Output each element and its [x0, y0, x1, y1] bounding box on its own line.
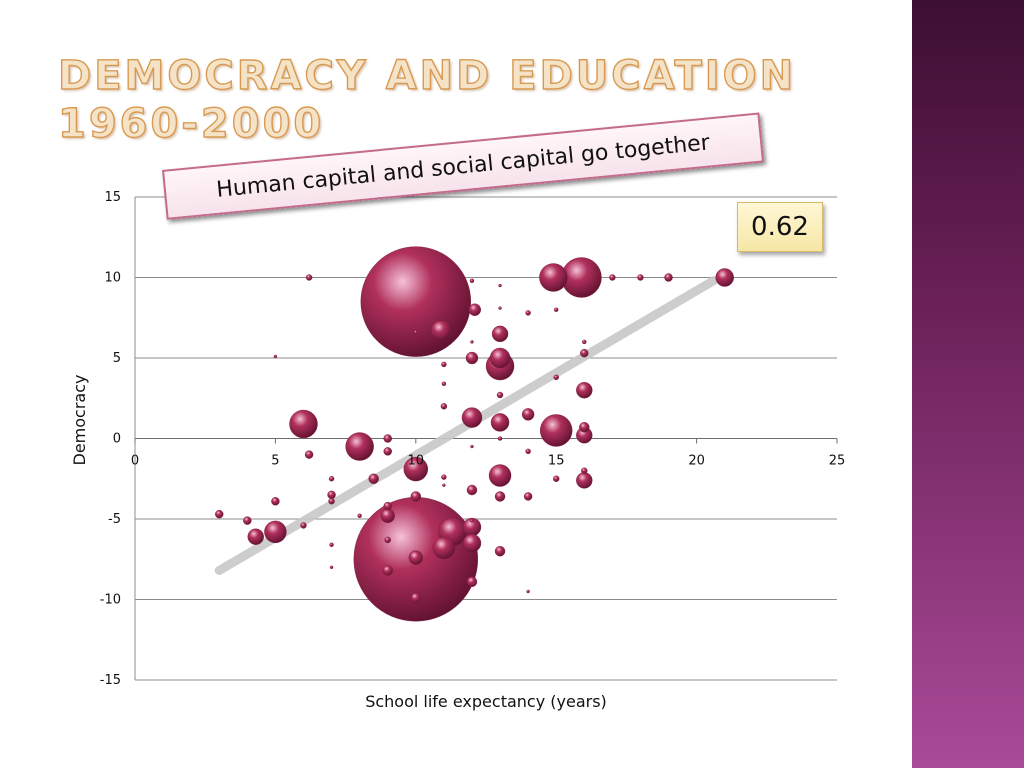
- data-point-64: [470, 518, 474, 523]
- data-point-75: [384, 536, 391, 544]
- data-point-13: [525, 310, 531, 316]
- scatter-chart: 15 10 5 0 -5 -10 -15 0 5 10 15 20 25 School life expe…: [70, 190, 846, 711]
- data-point-78: [408, 550, 423, 565]
- data-point-27: [553, 374, 559, 381]
- data-point-20: [489, 347, 511, 369]
- data-point-49: [328, 476, 335, 482]
- y-tick-label-2: 5: [113, 351, 121, 366]
- data-point-56: [523, 492, 533, 501]
- data-point-10: [498, 283, 502, 288]
- data-point-32: [490, 413, 510, 432]
- data-point-42: [497, 436, 503, 441]
- data-point-8: [305, 274, 313, 281]
- data-point-79: [382, 565, 393, 576]
- data-point-3: [539, 263, 568, 292]
- data-point-59: [328, 498, 335, 505]
- data-point-26: [441, 381, 447, 386]
- y-tick-label-4: -5: [108, 512, 121, 527]
- data-point-53: [576, 472, 593, 489]
- data-point-67: [247, 528, 264, 545]
- data-point-58: [327, 490, 336, 500]
- data-point-46: [441, 474, 447, 480]
- data-point-52: [581, 467, 588, 474]
- data-point-72: [432, 536, 456, 560]
- x-tick-label-2: 10: [408, 454, 425, 469]
- correlation-box: 0.62: [737, 202, 823, 252]
- x-tick-label-3: 15: [548, 454, 565, 469]
- data-point-66: [243, 516, 252, 525]
- data-point-68: [264, 520, 287, 544]
- data-point-47: [442, 483, 446, 487]
- data-point-57: [410, 491, 421, 502]
- side-decoration-bar: [912, 0, 1024, 768]
- y-tick-label-0: 15: [104, 190, 121, 205]
- data-point-17: [491, 325, 509, 343]
- data-point-31: [461, 407, 483, 428]
- data-point-23: [441, 361, 447, 368]
- x-axis-title: School life expectancy (years): [365, 692, 607, 711]
- data-point-34: [540, 414, 573, 447]
- data-point-14: [554, 307, 559, 312]
- data-point-61: [383, 501, 392, 511]
- data-point-19: [582, 339, 587, 345]
- data-point-43: [525, 448, 531, 455]
- y-tick-label-1: 10: [104, 271, 121, 286]
- y-tick-label-3: 0: [113, 432, 121, 447]
- slide-title: Democracy and Education 1960-2000: [57, 52, 797, 147]
- y-tick-label-6: -15: [100, 673, 121, 688]
- x-tick-label-5: 25: [829, 454, 846, 469]
- data-point-80: [466, 576, 478, 587]
- data-point-45: [403, 456, 428, 482]
- data-point-51: [553, 475, 560, 482]
- data-point-62: [380, 508, 395, 523]
- data-point-12: [498, 306, 502, 310]
- data-point-37: [289, 409, 318, 439]
- data-point-77: [329, 565, 334, 569]
- data-point-39: [383, 434, 392, 443]
- data-point-35: [579, 422, 590, 433]
- data-point-63: [357, 513, 362, 518]
- data-point-55: [494, 491, 506, 502]
- data-point-65: [215, 509, 224, 519]
- data-point-6: [637, 274, 644, 281]
- x-tick-label-0: 0: [131, 454, 139, 469]
- data-point-25: [273, 354, 278, 359]
- data-point-73: [462, 533, 482, 553]
- data-point-60: [271, 497, 280, 506]
- data-point-29: [496, 391, 504, 399]
- data-point-18: [470, 340, 474, 344]
- data-point-44: [470, 444, 474, 449]
- data-point-76: [329, 542, 334, 547]
- data-point-24: [580, 348, 589, 358]
- data-point-54: [466, 484, 478, 496]
- data-point-41: [304, 450, 314, 459]
- data-point-9: [469, 278, 475, 283]
- data-point-82: [410, 592, 421, 604]
- data-point-38: [345, 432, 374, 461]
- data-point-11: [468, 303, 481, 316]
- data-point-0: [360, 246, 471, 357]
- x-tick-label-4: 20: [688, 454, 705, 469]
- data-point-16: [413, 330, 418, 335]
- data-point-21: [465, 351, 479, 365]
- data-point-4: [715, 268, 734, 287]
- data-point-48: [368, 473, 379, 484]
- data-point-50: [488, 464, 512, 487]
- data-point-74: [494, 546, 506, 557]
- data-point-40: [383, 447, 392, 456]
- data-point-5: [609, 274, 616, 281]
- data-point-28: [576, 382, 593, 399]
- data-point-15: [430, 320, 452, 341]
- data-point-30: [440, 403, 448, 410]
- data-point-33: [521, 408, 535, 421]
- data-point-81: [526, 589, 530, 594]
- y-tick-label-5: -10: [100, 593, 121, 608]
- data-point-69: [300, 522, 307, 529]
- data-point-7: [664, 273, 673, 282]
- x-tick-label-1: 5: [271, 454, 279, 469]
- side-divider-line: [908, 0, 910, 768]
- y-axis-title: Democracy: [70, 375, 89, 466]
